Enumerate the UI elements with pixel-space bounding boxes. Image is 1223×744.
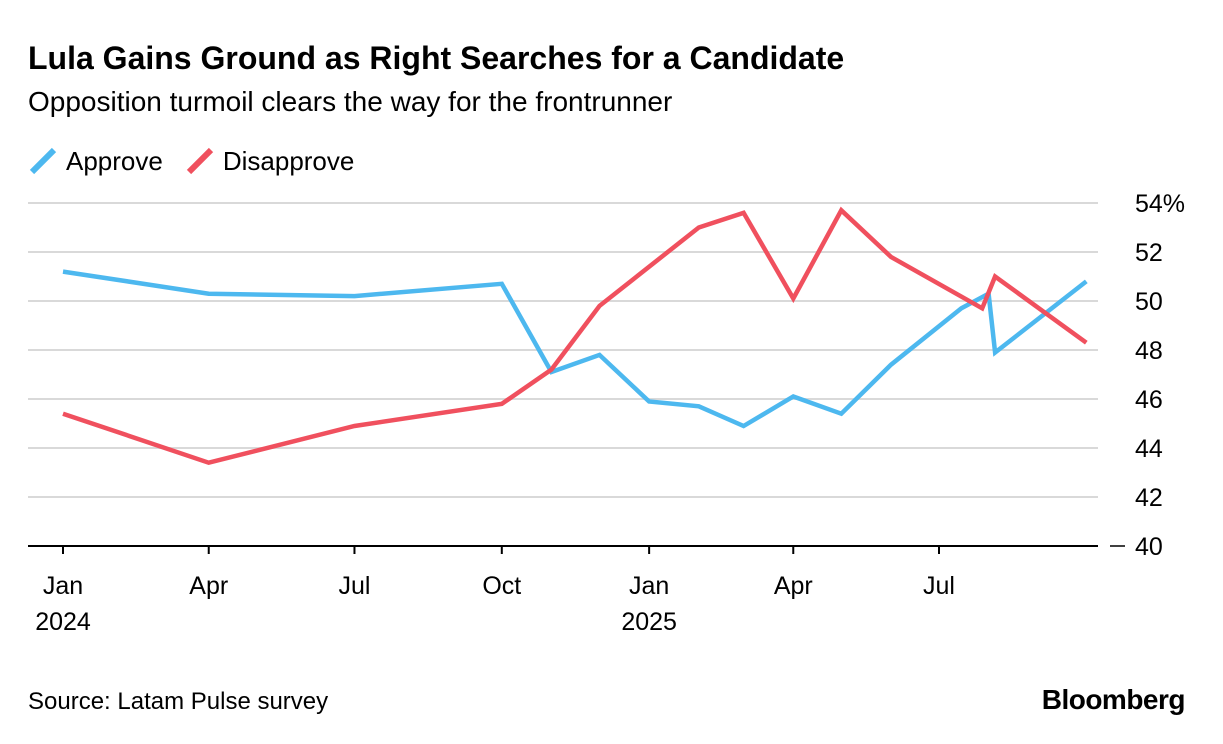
legend-item-approve: Approve bbox=[28, 146, 163, 177]
legend-label-approve: Approve bbox=[66, 145, 163, 176]
y-tick-label: 48 bbox=[1135, 337, 1163, 365]
legend: Approve Disapprove bbox=[28, 146, 376, 176]
source-note: Source: Latam Pulse survey bbox=[28, 688, 329, 715]
x-tick-label: Jan bbox=[43, 572, 83, 600]
legend-item-disapprove: Disapprove bbox=[185, 145, 355, 177]
legend-swatch-disapprove bbox=[186, 147, 213, 175]
y-tick-label: 40 bbox=[1135, 533, 1163, 561]
chart-title: Lula Gains Ground as Right Searches for … bbox=[28, 40, 845, 76]
brand-logo: Bloomberg bbox=[1041, 684, 1186, 715]
legend-swatch-approve bbox=[29, 147, 57, 175]
x-tick-label: Apr bbox=[189, 572, 228, 600]
y-tick-label: 50 bbox=[1135, 288, 1163, 316]
y-tick-label: 54% bbox=[1135, 190, 1185, 218]
x-tick-year-label: 2024 bbox=[35, 608, 91, 636]
legend-label-disapprove: Disapprove bbox=[222, 145, 355, 176]
x-tick-year-label: 2025 bbox=[621, 608, 677, 636]
series-line-approve bbox=[62, 269, 1088, 429]
x-tick-label: Apr bbox=[774, 572, 813, 600]
y-tick-label: 42 bbox=[1135, 484, 1163, 512]
y-tick-label: 46 bbox=[1135, 386, 1163, 414]
y-tick-label: 44 bbox=[1135, 435, 1163, 463]
x-tick-label: Jul bbox=[338, 572, 370, 600]
chart-subtitle: Opposition turmoil clears the way for th… bbox=[28, 86, 673, 117]
y-tick-label: 52 bbox=[1135, 239, 1163, 267]
x-tick-label: Oct bbox=[482, 572, 521, 600]
x-tick-label: Jan bbox=[629, 572, 669, 600]
x-tick-label: Jul bbox=[923, 572, 955, 600]
series-line-disapprove bbox=[62, 206, 1088, 466]
